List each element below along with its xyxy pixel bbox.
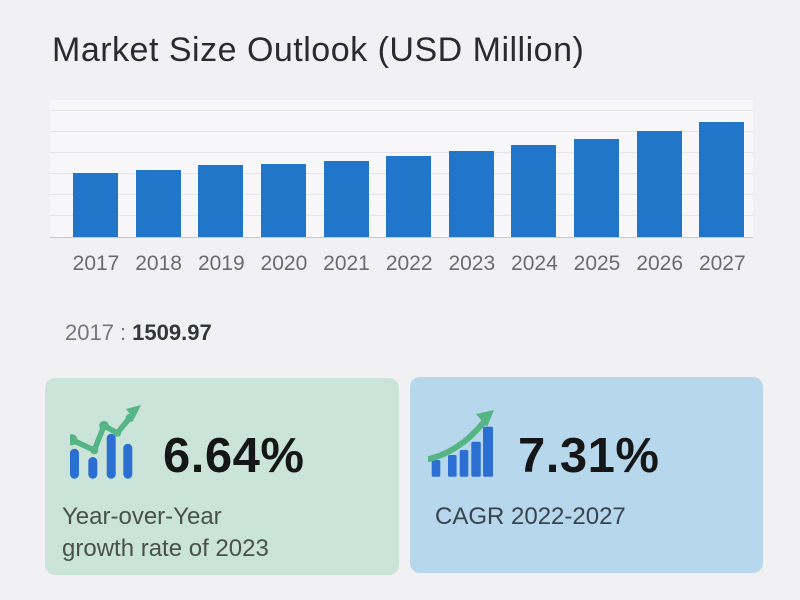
bar-2023[interactable] xyxy=(448,150,494,237)
yoy-growth-label-line2: growth rate of 2023 xyxy=(62,535,269,562)
chart-plot-area xyxy=(50,100,753,238)
bar-2017[interactable] xyxy=(73,173,118,237)
yoy-growth-label: Year-over-Year growth rate of 2023 xyxy=(62,501,269,565)
bar-2026[interactable] xyxy=(636,131,682,237)
cagr-card: 7.31% CAGR 2022-2027 xyxy=(410,377,763,573)
x-tick-label-2026: 2026 xyxy=(636,252,684,275)
x-tick-label-2025: 2025 xyxy=(573,252,621,275)
bar-2024[interactable] xyxy=(511,145,557,237)
highlighted-value: 1509.97 xyxy=(132,320,212,345)
yoy-growth-label-line1: Year-over-Year xyxy=(62,503,222,530)
yoy-growth-card: 6.64% Year-over-Year growth rate of 2023 xyxy=(45,378,399,575)
highlighted-value-readout: 2017 :1509.97 xyxy=(65,320,212,346)
gridline-2500 xyxy=(50,130,753,132)
highlighted-year-label: 2017 : xyxy=(65,320,127,345)
bar-2022[interactable] xyxy=(386,156,432,237)
yoy-growth-value: 6.64% xyxy=(163,429,305,483)
page-title: Market Size Outlook (USD Million) xyxy=(52,31,585,69)
gridline-3000 xyxy=(50,109,753,111)
cagr-label: CAGR 2022-2027 xyxy=(435,503,626,530)
x-tick-label-2024: 2024 xyxy=(511,252,558,275)
x-tick-label-2022: 2022 xyxy=(385,252,433,275)
cagr-value: 7.31% xyxy=(518,429,660,483)
ascending-bars-swoosh-arrow-icon xyxy=(428,410,494,477)
x-tick-label-2018: 2018 xyxy=(135,252,182,275)
x-tick-label-2027: 2027 xyxy=(698,252,746,275)
x-tick-label-2023: 2023 xyxy=(448,252,496,275)
x-tick-label-2020: 2020 xyxy=(260,252,308,275)
x-tick-label-2021: 2021 xyxy=(323,252,370,275)
bar-2021[interactable] xyxy=(323,161,369,237)
bar-2019[interactable] xyxy=(198,165,244,237)
x-axis-labels: 2017 2018 2019 2020 2021 2022 2023 2024 2025 2026… xyxy=(50,252,753,278)
x-tick-label-2019: 2019 xyxy=(197,252,245,275)
growth-bars-zigzag-arrow-icon xyxy=(70,405,141,479)
bar-2018[interactable] xyxy=(135,170,181,237)
bar-2020[interactable] xyxy=(260,164,306,237)
gridline-2000 xyxy=(50,151,753,153)
bar-2027[interactable] xyxy=(699,121,745,237)
x-tick-label-2017: 2017 xyxy=(72,252,120,275)
bar-2025[interactable] xyxy=(574,138,619,237)
